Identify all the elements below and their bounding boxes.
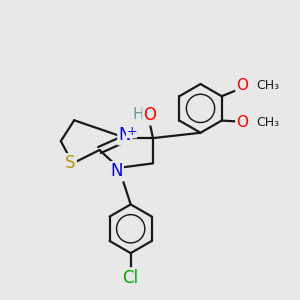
- Text: O: O: [236, 115, 248, 130]
- Text: Cl: Cl: [123, 268, 139, 286]
- Text: CH₃: CH₃: [256, 116, 280, 129]
- Text: H: H: [132, 107, 144, 122]
- Text: N: N: [118, 126, 131, 144]
- Text: O: O: [236, 78, 248, 93]
- Text: S: S: [65, 154, 76, 172]
- Text: +: +: [126, 125, 137, 138]
- Text: O: O: [143, 106, 157, 124]
- Text: N: N: [110, 162, 123, 180]
- Text: CH₃: CH₃: [256, 79, 280, 92]
